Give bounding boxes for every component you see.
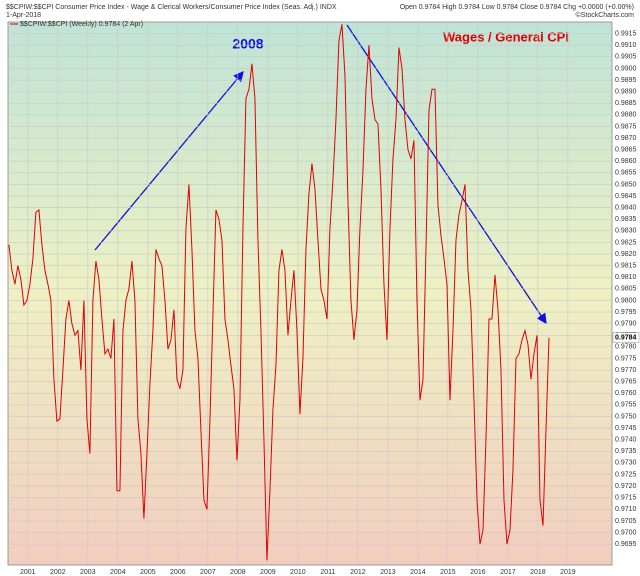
y-tick-label: 0.9705 <box>615 518 637 525</box>
y-tick-label: 0.9910 <box>615 42 637 49</box>
y-tick-label: 0.9695 <box>615 541 637 548</box>
y-tick-label: 0.9760 <box>615 390 637 397</box>
y-tick-label: 0.9765 <box>615 379 637 386</box>
y-tick-label: 0.9885 <box>615 100 637 107</box>
y-tick-label: 0.9805 <box>615 286 637 293</box>
x-tick-label: 2004 <box>110 569 126 576</box>
y-tick-label: 0.9840 <box>615 204 637 211</box>
annotation: 2008 <box>232 36 263 52</box>
series-line <box>8 24 550 561</box>
x-tick-label: 2006 <box>170 569 186 576</box>
y-tick-label: 0.9710 <box>615 506 637 513</box>
y-tick-label: 0.9795 <box>615 309 637 316</box>
x-tick-label: 2019 <box>560 569 576 576</box>
y-tick-label: 0.9720 <box>615 483 637 490</box>
x-tick-label: 2003 <box>80 569 96 576</box>
y-tick-label: 0.9855 <box>615 170 637 177</box>
y-tick-label: 0.9790 <box>615 321 637 328</box>
x-tick-label: 2018 <box>530 569 546 576</box>
x-tick-label: 2002 <box>50 569 66 576</box>
x-tick-label: 2001 <box>20 569 36 576</box>
x-tick-label: 2016 <box>470 569 486 576</box>
y-tick-label: 0.9820 <box>615 251 637 258</box>
y-tick-label: 0.9725 <box>615 471 637 478</box>
y-tick-label: 0.9865 <box>615 146 637 153</box>
y-tick-label: 0.9870 <box>615 135 637 142</box>
y-tick-label: 0.9835 <box>615 216 637 223</box>
y-tick-label: 0.9815 <box>615 262 637 269</box>
y-tick-label: 0.9830 <box>615 228 637 235</box>
y-tick-label: 0.9755 <box>615 402 637 409</box>
y-tick-label: 0.9895 <box>615 77 637 84</box>
y-tick-label: 0.9700 <box>615 529 637 536</box>
arrow <box>346 24 547 325</box>
y-tick-label: 0.9850 <box>615 181 637 188</box>
y-tick-label: 0.9860 <box>615 158 637 165</box>
y-tick-label: 0.9770 <box>615 367 637 374</box>
y-tick-label: 0.9915 <box>615 30 637 37</box>
x-tick-label: 2015 <box>440 569 456 576</box>
y-tick-label: 0.9730 <box>615 460 637 467</box>
x-tick-label: 2005 <box>140 569 156 576</box>
x-tick-label: 2009 <box>260 569 276 576</box>
y-tick-label: 0.9825 <box>615 239 637 246</box>
chart-title: $$CPIW:$$CPI Consumer Price Index - Wage… <box>6 4 337 11</box>
x-tick-label: 2014 <box>410 569 426 576</box>
last-value-label: 0.9784 <box>615 334 637 341</box>
x-tick-label: 2012 <box>350 569 366 576</box>
y-tick-label: 0.9875 <box>615 123 637 130</box>
x-tick-label: 2013 <box>380 569 396 576</box>
x-tick-label: 2011 <box>320 569 335 576</box>
annotation: Wages / General CPI <box>443 29 569 44</box>
y-tick-label: 0.9740 <box>615 437 637 444</box>
y-tick-label: 0.9775 <box>615 355 637 362</box>
x-tick-label: 2017 <box>500 569 516 576</box>
x-tick-label: 2010 <box>290 569 306 576</box>
y-tick-label: 0.9890 <box>615 88 637 95</box>
y-tick-label: 0.9780 <box>615 344 637 351</box>
y-tick-label: 0.9880 <box>615 112 637 119</box>
y-tick-label: 0.9900 <box>615 65 637 72</box>
y-tick-label: 0.9735 <box>615 448 637 455</box>
quote: Open 0.9784 High 0.9784 Low 0.9784 Close… <box>400 4 634 11</box>
x-tick-label: 2007 <box>200 569 216 576</box>
y-tick-label: 0.9745 <box>615 425 637 432</box>
y-tick-label: 0.9905 <box>615 54 637 61</box>
last-value-box <box>612 332 640 343</box>
y-tick-label: 0.9750 <box>615 413 637 420</box>
credit: ©StockCharts.com <box>576 11 635 19</box>
x-tick-label: 2008 <box>230 569 246 576</box>
y-tick-label: 0.9845 <box>615 193 637 200</box>
y-tick-label: 0.9715 <box>615 495 637 502</box>
date: 1-Apr-2018 <box>6 12 41 19</box>
legend-label: $$CPIW:$$CPI (Weekly) 0.9784 (2 Apr) <box>20 21 143 28</box>
y-tick-label: 0.9800 <box>615 297 637 304</box>
y-tick-label: 0.9810 <box>615 274 637 281</box>
